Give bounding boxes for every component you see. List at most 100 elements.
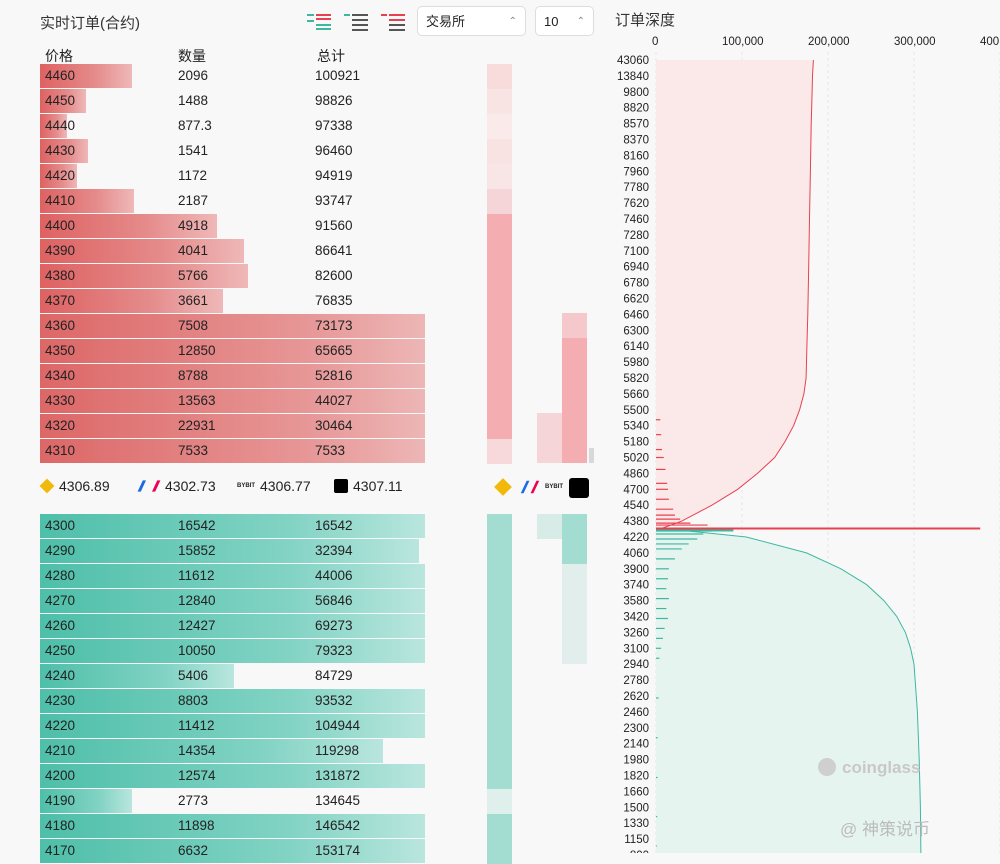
ask-price: 4460	[45, 68, 76, 83]
bid-qty: 16542	[178, 518, 216, 533]
coinglass-logo-icon	[818, 758, 836, 776]
binance-bid-cell	[487, 564, 512, 589]
exchange-price-value: 4306.89	[59, 478, 110, 494]
exchange-price-item[interactable]: 4307.11	[334, 478, 403, 494]
bid-row[interactable]: 4170 6632 153174	[40, 839, 425, 863]
bid-row[interactable]: 4270 12840 56846	[40, 589, 425, 613]
binance-ask-cell	[487, 89, 512, 114]
exchange-select[interactable]: 交易所 ⌃	[417, 6, 526, 36]
bid-row[interactable]: 4200 12574 131872	[40, 764, 425, 788]
bid-row[interactable]: 4260 12427 69273	[40, 614, 425, 638]
exchange-price-item[interactable]: 4302.73	[137, 478, 216, 494]
ask-row[interactable]: 4350 12850 65665	[40, 339, 425, 363]
ask-depth-bar	[40, 89, 87, 113]
depth-y-tick: 7960	[623, 166, 649, 178]
ask-row[interactable]: 4400 4918 91560	[40, 214, 425, 238]
source-watermark-text: @ 神策说币	[840, 820, 930, 839]
depth-y-tick: 1500	[623, 802, 649, 814]
bid-row[interactable]: 4280 11612 44006	[40, 564, 425, 588]
bid-row[interactable]: 4180 11898 146542	[40, 814, 425, 838]
ask-depth-bar	[40, 439, 425, 463]
bybit-ask-cell	[562, 338, 587, 463]
ask-row[interactable]: 4430 1541 96460	[40, 139, 425, 163]
ask-row[interactable]: 4440 877.3 97338	[40, 114, 425, 138]
bid-row[interactable]: 4240 5406 84729	[40, 664, 425, 688]
ask-row[interactable]: 4450 1488 98826	[40, 89, 425, 113]
bid-price: 4210	[45, 743, 76, 758]
ask-total: 73173	[315, 318, 353, 333]
ask-price: 4410	[45, 193, 76, 208]
depth-y-tick: 5180	[623, 437, 649, 449]
ask-qty: 1541	[178, 143, 209, 158]
bid-price: 4290	[45, 543, 76, 558]
ask-depth-bar	[40, 114, 67, 138]
ask-price: 4310	[45, 443, 76, 458]
ask-row[interactable]: 4310 7533 7533	[40, 439, 425, 463]
okx-icon	[334, 479, 348, 493]
ask-depth-bar	[40, 314, 425, 338]
bid-row[interactable]: 4230 8803 93532	[40, 689, 425, 713]
ask-row[interactable]: 4390 4041 86641	[40, 239, 425, 263]
bid-row[interactable]: 4290 15852 32394	[40, 539, 425, 563]
bid-qty: 12574	[178, 768, 216, 783]
ask-row[interactable]: 4410 2187 93747	[40, 189, 425, 213]
bid-total: 146542	[315, 818, 361, 833]
bid-row[interactable]: 4210 14354 119298	[40, 739, 425, 763]
ask-row[interactable]: 4340 8788 52816	[40, 364, 425, 388]
bid-row[interactable]: 4300 16542 16542	[40, 514, 425, 538]
ask-row[interactable]: 4330 13563 44027	[40, 389, 425, 413]
bid-depth-bar	[40, 539, 420, 563]
ask-qty: 4041	[178, 243, 209, 258]
col-header-price: 价格	[45, 48, 73, 64]
depth-select[interactable]: 10 ⌃	[535, 6, 594, 36]
ask-price: 4370	[45, 293, 76, 308]
ask-row[interactable]: 4380 5766 82600	[40, 264, 425, 288]
view-bids-icon[interactable]	[343, 11, 369, 33]
ask-row[interactable]: 4320 22931 30464	[40, 414, 425, 438]
view-both-icon[interactable]	[306, 11, 332, 33]
ask-row[interactable]: 4370 3661 76835	[40, 289, 425, 313]
ask-depth-bar	[40, 189, 135, 213]
binance-bid-cell	[487, 689, 512, 714]
binance-ask-cell	[487, 389, 512, 414]
depth-y-tick: 5500	[623, 405, 649, 417]
binance-ask-cell	[487, 189, 512, 214]
ask-depth-bar	[40, 164, 77, 188]
bid-price: 4300	[45, 518, 76, 533]
binance-ask-cell	[487, 264, 512, 289]
depth-y-tick: 3260	[623, 627, 649, 639]
exchange-price-item[interactable]: 4306.89	[39, 478, 110, 494]
exchange-select-value: 交易所	[426, 14, 466, 29]
depth-y-tick: 5340	[623, 421, 649, 433]
binance-ask-cell	[487, 439, 512, 464]
bid-price: 4270	[45, 593, 76, 608]
ask-row[interactable]: 4460 2096 100921	[40, 64, 425, 88]
depth-y-tick: 800	[630, 850, 649, 853]
ask-row[interactable]: 4420 1172 94919	[40, 164, 425, 188]
ask-qty: 1172	[178, 168, 208, 183]
ask-total: 91560	[315, 218, 353, 233]
bid-qty: 2773	[178, 793, 209, 808]
binance-ask-cell	[487, 139, 512, 164]
binance-bid-cell	[487, 739, 512, 764]
binance-ask-cell	[487, 414, 512, 439]
bid-total: 84729	[315, 668, 353, 683]
binance-bid-cell	[487, 789, 512, 814]
bid-price: 4280	[45, 568, 76, 583]
depth-y-tick: 2620	[623, 691, 649, 703]
bid-depth-bar	[40, 689, 425, 713]
bid-row[interactable]: 4190 2773 134645	[40, 789, 425, 813]
bid-depth-bar	[40, 764, 425, 788]
binance-ask-cell	[487, 364, 512, 389]
exchange-price-item[interactable]: BYBIT 4306.77	[237, 478, 311, 494]
bid-row[interactable]: 4250 10050 79323	[40, 639, 425, 663]
ask-row[interactable]: 4360 7508 73173	[40, 314, 425, 338]
ask-price: 4360	[45, 318, 76, 333]
view-asks-icon[interactable]	[380, 11, 406, 33]
depth-y-tick: 6300	[623, 325, 649, 337]
bid-qty: 11612	[178, 568, 215, 583]
depth-y-tick: 3900	[623, 564, 649, 576]
ask-depth-bar	[40, 414, 425, 438]
bid-price: 4200	[45, 768, 76, 783]
bid-row[interactable]: 4220 11412 104944	[40, 714, 425, 738]
